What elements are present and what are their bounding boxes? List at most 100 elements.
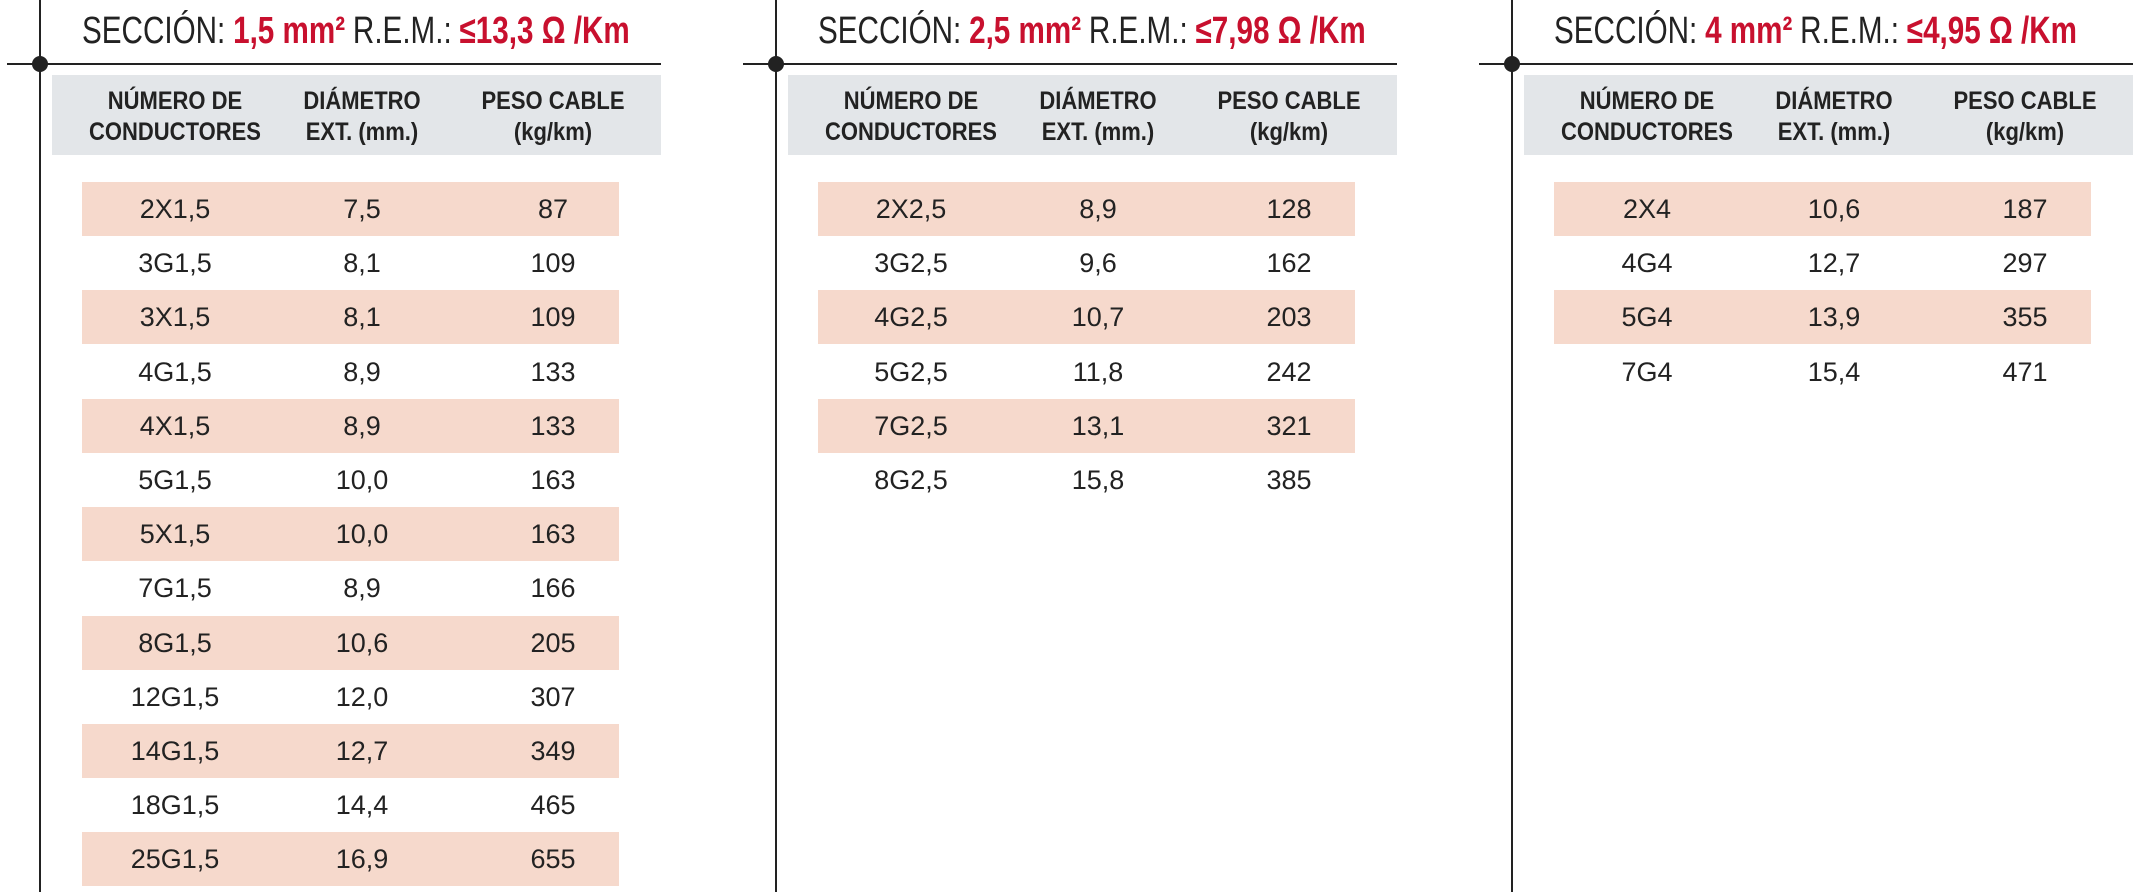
table-cell: 3G1,5 (138, 248, 212, 279)
table-cell: 8,9 (1079, 194, 1117, 224)
table-cell: 465 (530, 790, 576, 821)
table-cell: 8,1 (343, 248, 381, 279)
table-cell: 4G2,5 (874, 302, 948, 333)
table-cell: 166 (530, 573, 576, 604)
header-band (788, 75, 1397, 155)
divider-line (39, 0, 41, 892)
rule-dot (1504, 56, 1520, 72)
section-value: 1,5 mm² (233, 10, 346, 52)
table-cell: 10,7 (1071, 302, 1125, 333)
table-row (818, 182, 1355, 236)
table-cell: 163 (530, 465, 576, 495)
table-cell: 2X4 (1622, 194, 1672, 224)
table-cell: 162 (1266, 248, 1312, 279)
column-header: PESO CABLE (kg/km) (481, 87, 625, 146)
table-cell: 12G1,5 (130, 681, 220, 712)
rem-value: ≤4,95 Ω /Km (1906, 10, 2077, 52)
title-label: SECCIÓN: (82, 10, 226, 52)
table-row (82, 615, 619, 670)
table-cell: 242 (1266, 356, 1312, 387)
table-cell: 14G1,5 (130, 736, 220, 766)
table-cell: 4G4 (1621, 248, 1673, 279)
table-cell: 5G4 (1621, 302, 1673, 333)
rule-dot (32, 56, 48, 72)
table-row (82, 290, 619, 345)
table-cell: 16,9 (335, 844, 389, 875)
table-cell: 13,9 (1807, 302, 1861, 333)
column-header: PESO CABLE (kg/km) (1217, 87, 1361, 146)
table-cell: 385 (1266, 465, 1312, 495)
table-cell: 355 (2002, 302, 2048, 333)
panel-title: SECCIÓN: 4 mm² R.E.M.: ≤4,95 Ω /Km (1554, 8, 2085, 54)
column-header: NÚMERO DE CONDUCTORES (1561, 87, 1733, 146)
rem-value: ≤13,3 Ω /Km (459, 10, 630, 52)
rem-value: ≤7,98 Ω /Km (1195, 10, 1366, 52)
column-header: DIÁMETRO EXT. (mm.) (1039, 87, 1157, 146)
table-row (818, 290, 1355, 345)
table-cell: 5G2,5 (874, 356, 948, 387)
table-cell: 3X1,5 (139, 302, 211, 333)
table-cell: 18G1,5 (130, 790, 220, 821)
table-cell: 109 (530, 302, 576, 333)
table-cell: 8G1,5 (138, 627, 212, 658)
table-cell: 13,1 (1071, 410, 1125, 441)
table-cell: 4X1,5 (139, 410, 211, 441)
rem-label: R.E.M.: (1800, 10, 1900, 52)
rule-line (743, 63, 1397, 65)
section-value: 2,5 mm² (969, 10, 1082, 52)
rem-label: R.E.M.: (1088, 10, 1188, 52)
table-cell: 4G1,5 (138, 356, 212, 387)
table-cell: 11,8 (1072, 356, 1124, 387)
rule-dot (768, 56, 784, 72)
table-cell: 8,9 (343, 356, 381, 387)
table-cell: 307 (530, 681, 576, 712)
header-band (52, 75, 661, 155)
table-row (82, 724, 619, 778)
table-cell: 7G1,5 (138, 573, 212, 604)
table-cell: 8,9 (343, 410, 381, 441)
table-cell: 25G1,5 (130, 844, 220, 875)
column-header: PESO CABLE (kg/km) (1953, 87, 2097, 146)
table-cell: 203 (1266, 302, 1312, 333)
rem-label: R.E.M.: (352, 10, 452, 52)
table-row (82, 182, 619, 236)
table-cell: 5X1,5 (139, 519, 211, 550)
table-row (82, 832, 619, 887)
table-cell: 9,6 (1079, 248, 1117, 279)
table-cell: 187 (2002, 194, 2048, 224)
table-cell: 8G2,5 (874, 465, 948, 495)
panel-title: SECCIÓN: 2,5 mm² R.E.M.: ≤7,98 Ω /Km (818, 8, 1374, 54)
table-cell: 15,4 (1807, 356, 1861, 387)
table-cell: 3G2,5 (874, 248, 948, 279)
table-cell: 349 (530, 736, 576, 766)
column-header: DIÁMETRO EXT. (mm.) (303, 87, 421, 146)
table-cell: 12,7 (1807, 248, 1861, 279)
table-cell: 471 (2002, 356, 2048, 387)
column-header: NÚMERO DE CONDUCTORES (825, 87, 997, 146)
table-cell: 133 (530, 356, 576, 387)
divider-line (1511, 0, 1513, 892)
table-cell: 163 (530, 519, 576, 550)
table-cell: 12,7 (335, 736, 389, 766)
column-header: NÚMERO DE CONDUCTORES (89, 87, 261, 146)
section-value: 4 mm² (1705, 10, 1793, 52)
table-cell: 8,1 (343, 302, 381, 333)
table-row (82, 507, 619, 562)
table-cell: 109 (530, 248, 576, 279)
rule-line (7, 63, 661, 65)
table-cell: 15,8 (1071, 465, 1125, 495)
column-header: DIÁMETRO EXT. (mm.) (1775, 87, 1893, 146)
table-cell: 7G2,5 (874, 410, 948, 441)
table-cell: 7G4 (1621, 356, 1673, 387)
table-cell: 128 (1266, 194, 1312, 224)
table-cell: 205 (530, 627, 576, 658)
table-row (818, 398, 1355, 453)
table-cell: 14,4 (335, 790, 389, 821)
header-band (1524, 75, 2133, 155)
table-row (82, 398, 619, 453)
table-cell: 2X1,5 (139, 194, 211, 224)
table-cell: 2X2,5 (875, 194, 947, 224)
table-cell: 655 (530, 844, 576, 875)
table-cell: 133 (530, 410, 576, 441)
